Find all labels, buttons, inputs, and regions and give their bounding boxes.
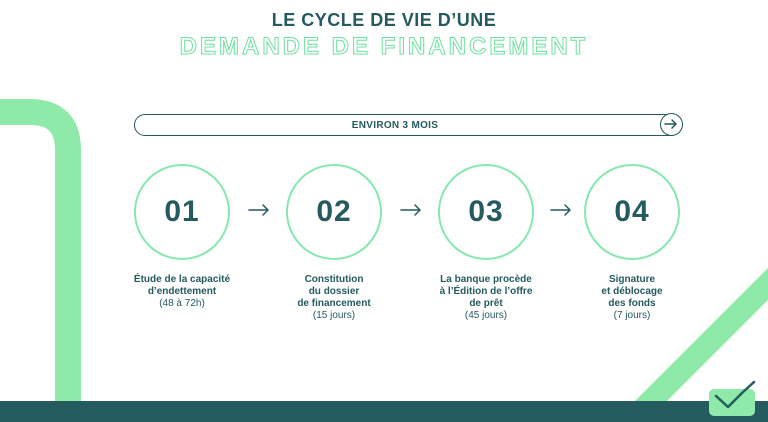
- step-duration: (15 jours): [312, 310, 356, 321]
- arrow-right-icon: [248, 204, 269, 216]
- step-description-04: Signature et déblocage des fonds (7 jour…: [557, 274, 707, 322]
- step-description-01: Étude de la capacité d’endettement (48 à…: [107, 274, 257, 310]
- duration-label: ENVIRON 3 MOIS: [351, 119, 439, 131]
- step-circle-03: 03: [438, 164, 534, 260]
- step-number: 03: [468, 195, 504, 228]
- step-title: Étude de la capacité d’endettement: [133, 274, 231, 297]
- decorative-diagonal-bar: [614, 268, 768, 422]
- step-duration: (48 à 72h): [159, 298, 205, 309]
- arrow-right-circle-icon: [660, 113, 683, 136]
- arrow-right-icon: [400, 204, 421, 216]
- step-number: 01: [164, 195, 200, 228]
- page-title: LE CYCLE DE VIE D’UNE: [271, 10, 497, 30]
- step-circle-01: 01: [134, 164, 230, 260]
- step-circle-02: 02: [286, 164, 382, 260]
- step-description-02: Constitution du dossier de financement (…: [259, 274, 409, 322]
- step-number: 04: [614, 195, 650, 228]
- step-duration: (7 jours): [613, 310, 651, 321]
- step-title: La banque procède à l’Édition de l’offre…: [439, 274, 533, 309]
- step-description-03: La banque procède à l’Édition de l’offre…: [411, 274, 561, 322]
- step-number: 02: [316, 195, 352, 228]
- step-title: Signature et déblocage des fonds: [601, 274, 663, 309]
- page-subtitle: DEMANDE DE FINANCEMENT: [179, 33, 589, 61]
- duration-bar: ENVIRON 3 MOIS: [134, 113, 683, 136]
- footer-band: [0, 401, 768, 422]
- step-title: Constitution du dossier de financement: [297, 274, 371, 309]
- arrow-right-icon: [550, 204, 571, 216]
- brand-logo-icon: [709, 381, 756, 416]
- step-circle-04: 04: [584, 164, 680, 260]
- step-duration: (45 jours): [464, 310, 508, 321]
- decorative-corner-bar: [0, 99, 81, 422]
